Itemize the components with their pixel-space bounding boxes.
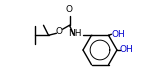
Text: O: O [66, 5, 73, 14]
Text: NH: NH [68, 29, 81, 38]
Text: OH: OH [112, 30, 125, 39]
Text: OH: OH [120, 45, 134, 55]
Text: O: O [56, 27, 63, 36]
